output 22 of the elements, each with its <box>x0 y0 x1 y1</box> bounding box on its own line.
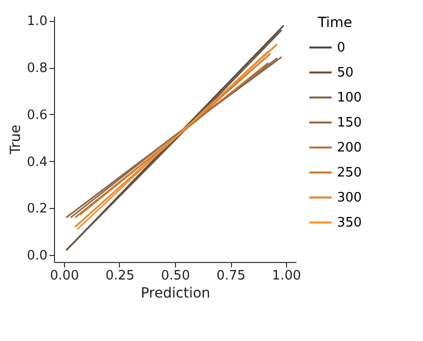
x-axis-title: Prediction <box>140 286 210 302</box>
legend-label: 350 <box>337 216 362 230</box>
y-tick-label: 0.6 <box>26 108 48 123</box>
legend-label: 300 <box>337 190 362 206</box>
y-tick-label: 0.4 <box>26 154 48 170</box>
legend-label: 0 <box>337 40 346 56</box>
legend-label: 250 <box>337 166 362 180</box>
legend-label: 150 <box>337 116 362 130</box>
x-tick-label: 0.75 <box>216 268 246 284</box>
x-tick-label: 0.50 <box>161 268 190 284</box>
legend-label: 50 <box>337 66 354 80</box>
x-tick-label: 0.25 <box>106 268 134 284</box>
y-tick-label: 0.2 <box>26 202 48 217</box>
y-axis-title: True <box>8 124 24 156</box>
legend-label: 100 <box>337 90 362 106</box>
x-tick-label: 0.00 <box>50 268 79 284</box>
y-tick-label: 0.0 <box>26 248 48 264</box>
y-tick-label: 1.0 <box>26 14 48 30</box>
y-tick-label: 0.8 <box>26 61 48 76</box>
legend-label: 200 <box>337 140 362 156</box>
legend-title: Time <box>316 15 352 31</box>
x-tick-label: 1.00 <box>272 268 301 284</box>
